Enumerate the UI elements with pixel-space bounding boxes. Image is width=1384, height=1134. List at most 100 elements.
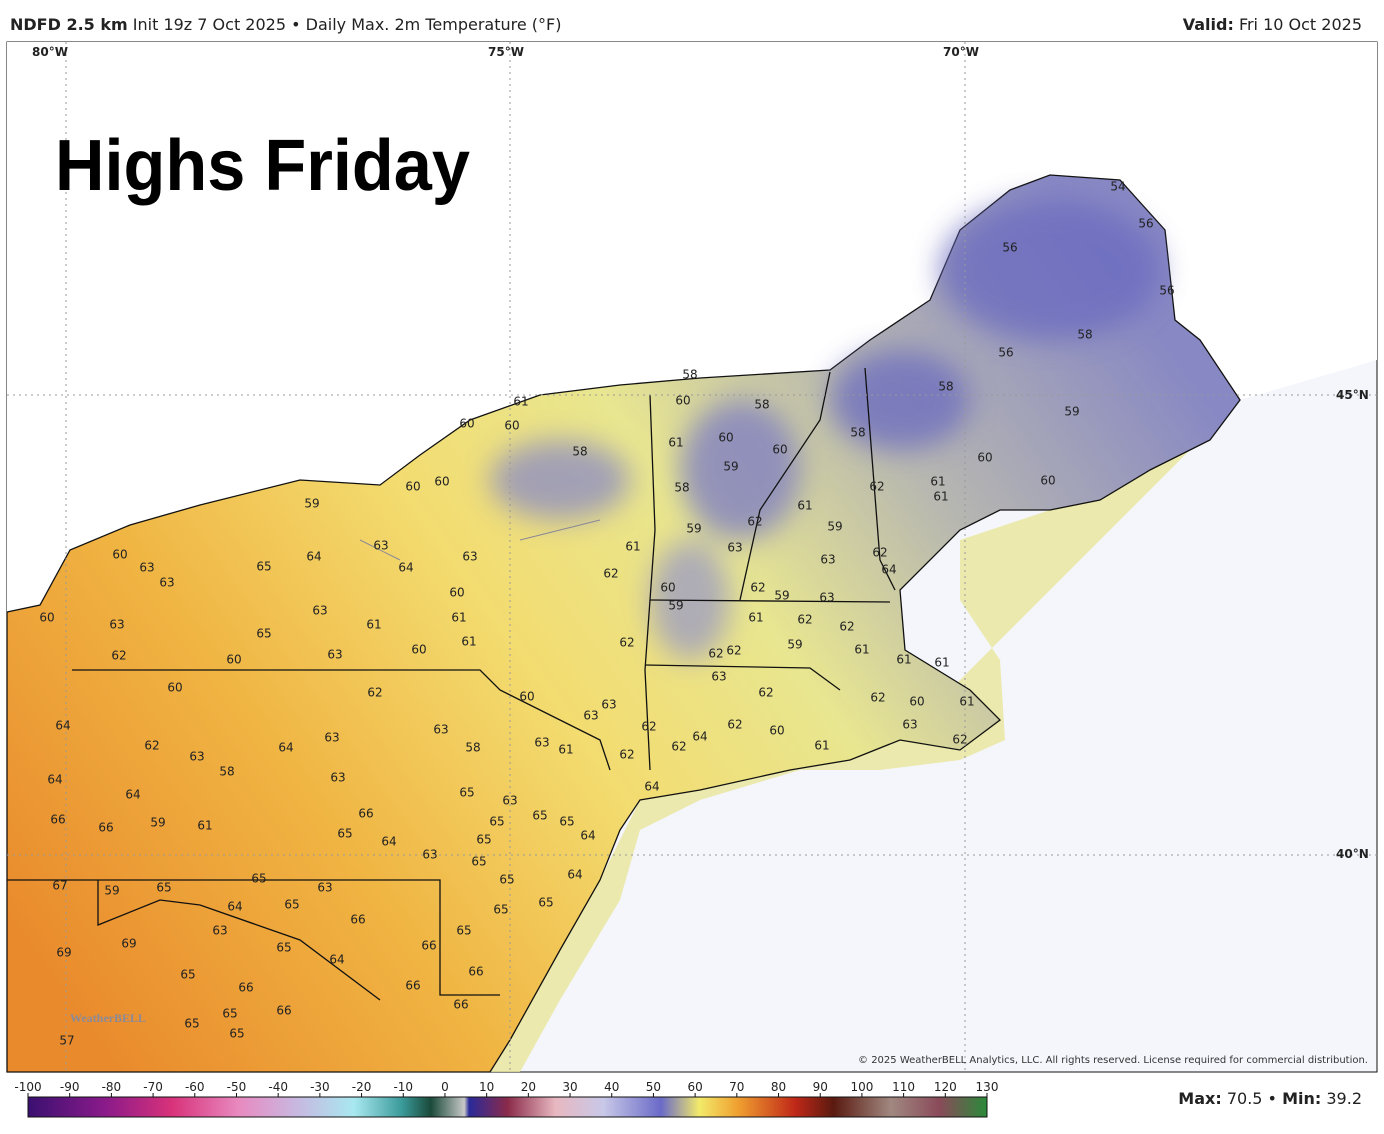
temperature-label: 63 bbox=[189, 750, 204, 764]
temperature-label: 64 bbox=[567, 868, 582, 882]
graticule-lines bbox=[7, 42, 1377, 1072]
max-label: Max: bbox=[1178, 1089, 1221, 1108]
temperature-label: 67 bbox=[52, 879, 67, 893]
temperature-label: 61 bbox=[668, 436, 683, 450]
temperature-label: 58 bbox=[572, 445, 587, 459]
colorbar-tick-label: 80 bbox=[771, 1080, 786, 1094]
temperature-label: 66 bbox=[276, 1004, 291, 1018]
colorbar-tick-label: 60 bbox=[687, 1080, 702, 1094]
temperature-label: 65 bbox=[538, 896, 553, 910]
temperature-label: 61 bbox=[854, 643, 869, 657]
temperature-label: 61 bbox=[197, 819, 212, 833]
colorbar-tick-label: 100 bbox=[850, 1080, 873, 1094]
temperature-label: 62 bbox=[797, 613, 812, 627]
lon-label: 75°W bbox=[488, 45, 524, 59]
colorbar-tick-label: -80 bbox=[102, 1080, 122, 1094]
temperature-label: 63 bbox=[212, 924, 227, 938]
temperature-label: 62 bbox=[872, 546, 887, 560]
colorbar-tick-label: -60 bbox=[185, 1080, 205, 1094]
temperature-label: 63 bbox=[159, 576, 174, 590]
temperature-label: 64 bbox=[278, 741, 293, 755]
stats: Max: 70.5 • Min: 39.2 bbox=[1178, 1089, 1362, 1108]
separator: • bbox=[291, 15, 300, 34]
temperature-label: 65 bbox=[251, 872, 266, 886]
temperature-label: 64 bbox=[227, 900, 242, 914]
temperature-label: 61 bbox=[959, 695, 974, 709]
temperature-label: 65 bbox=[456, 924, 471, 938]
temperature-label: 64 bbox=[398, 561, 413, 575]
temperature-label: 64 bbox=[644, 780, 659, 794]
temperature-label: 62 bbox=[708, 647, 723, 661]
temperature-label: 65 bbox=[180, 968, 195, 982]
temperature-label: 61 bbox=[933, 490, 948, 504]
ny-pa-border bbox=[72, 669, 611, 771]
temperature-label: 60 bbox=[434, 475, 449, 489]
colorbar-tick-label: -50 bbox=[227, 1080, 247, 1094]
temperature-label: 69 bbox=[56, 946, 71, 960]
temperature-label: 61 bbox=[934, 656, 949, 670]
colorbar-tick-label: 130 bbox=[976, 1080, 999, 1094]
temperature-label: 63 bbox=[330, 771, 345, 785]
temperature-label: 65 bbox=[559, 815, 574, 829]
lat-label: 40°N bbox=[1336, 847, 1369, 861]
temperature-label: 60 bbox=[909, 695, 924, 709]
temperature-label: 65 bbox=[184, 1017, 199, 1031]
temperature-label: 64 bbox=[55, 719, 70, 733]
vt-nh-border bbox=[739, 371, 831, 601]
temperature-label: 59 bbox=[104, 884, 119, 898]
temperature-label: 63 bbox=[534, 736, 549, 750]
temperature-label: 64 bbox=[580, 829, 595, 843]
temperature-label: 63 bbox=[601, 698, 616, 712]
temperature-label: 63 bbox=[312, 604, 327, 618]
temperature-label: 61 bbox=[814, 739, 829, 753]
coastal-waters bbox=[490, 400, 1240, 1072]
temperature-label: 63 bbox=[711, 670, 726, 684]
temperature-label: 65 bbox=[471, 855, 486, 869]
temperature-label: 66 bbox=[453, 998, 468, 1012]
valid-label: Valid: bbox=[1183, 15, 1234, 34]
min-label: Min: bbox=[1282, 1089, 1321, 1108]
temperature-label: 59 bbox=[686, 522, 701, 536]
temperature-label: 58 bbox=[850, 426, 865, 440]
temperature-label: 60 bbox=[718, 431, 733, 445]
temperature-label: 63 bbox=[583, 709, 598, 723]
temperature-label: 65 bbox=[532, 809, 547, 823]
wv-border bbox=[97, 880, 381, 1001]
temperature-label: 61 bbox=[930, 475, 945, 489]
temperature-label: 59 bbox=[723, 460, 738, 474]
temperature-label: 64 bbox=[692, 730, 707, 744]
model: NDFD 2.5 km bbox=[10, 15, 128, 34]
canada bbox=[7, 42, 1377, 612]
colorbar-tick-label: 30 bbox=[562, 1080, 577, 1094]
temperature-label: 65 bbox=[476, 833, 491, 847]
temperature-label: 66 bbox=[50, 813, 65, 827]
temperature-label: 58 bbox=[674, 481, 689, 495]
temperature-label: 64 bbox=[329, 953, 344, 967]
temperature-label: 60 bbox=[675, 394, 690, 408]
temperature-label: 63 bbox=[462, 550, 477, 564]
temperature-label: 65 bbox=[256, 627, 271, 641]
colorbar-tick-label: -30 bbox=[310, 1080, 330, 1094]
temperature-label: 60 bbox=[1040, 474, 1055, 488]
temperature-label: 66 bbox=[238, 981, 253, 995]
temperature-label: 63 bbox=[820, 553, 835, 567]
temperature-label: 62 bbox=[758, 686, 773, 700]
temperature-label: 60 bbox=[411, 643, 426, 657]
temperature-label: 60 bbox=[504, 419, 519, 433]
temperature-label: 65 bbox=[222, 1007, 237, 1021]
temperature-label: 63 bbox=[327, 648, 342, 662]
temperature-label: 58 bbox=[938, 380, 953, 394]
temperature-label: 62 bbox=[619, 748, 634, 762]
init: Init 19z 7 Oct 2025 bbox=[133, 15, 286, 34]
temperature-label: 62 bbox=[619, 636, 634, 650]
temperature-label: 63 bbox=[109, 618, 124, 632]
temperature-label: 56 bbox=[1002, 241, 1017, 255]
temperature-label: 63 bbox=[819, 591, 834, 605]
temperature-label: 61 bbox=[366, 618, 381, 632]
temperature-label: 56 bbox=[1159, 284, 1174, 298]
temperature-label: 63 bbox=[373, 539, 388, 553]
temperature-label: 60 bbox=[772, 443, 787, 457]
temperature-label: 62 bbox=[839, 620, 854, 634]
temperature-label: 65 bbox=[459, 786, 474, 800]
